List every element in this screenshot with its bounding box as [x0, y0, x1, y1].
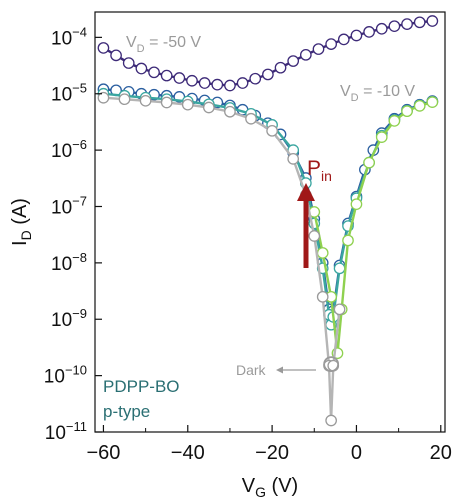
data-point: [262, 68, 274, 81]
y-tick-label: 10−5: [51, 81, 87, 106]
carrier-label: p-type: [103, 402, 150, 421]
data-point: [203, 101, 215, 114]
data-point: [350, 198, 363, 211]
vd-high-label: VD = -50 V: [126, 34, 201, 55]
data-point: [401, 105, 413, 118]
data-point: [337, 33, 350, 46]
data-point: [333, 303, 346, 316]
x-axis-title: VG (V): [242, 475, 298, 499]
series-1: [97, 83, 439, 323]
y-tick-label: 10−10: [44, 363, 87, 388]
y-tick-label: 10−4: [51, 24, 87, 49]
data-point: [245, 112, 257, 125]
pin-arrow: [297, 183, 315, 268]
data-point: [211, 78, 224, 91]
data-point: [316, 290, 329, 303]
y-tick-label: 10−8: [51, 250, 87, 275]
data-point: [375, 131, 388, 143]
series-layer: [97, 15, 439, 427]
data-point: [122, 57, 135, 69]
x-tick-label: −40: [171, 442, 205, 464]
data-point: [160, 69, 173, 82]
plot-frame: [94, 11, 446, 433]
data-point: [148, 66, 160, 79]
data-point: [375, 22, 388, 35]
y-axis-title: ID (A): [9, 198, 34, 246]
data-point: [413, 99, 426, 112]
data-point: [299, 48, 312, 61]
data-point: [198, 77, 211, 89]
data-point: [139, 94, 152, 107]
data-point: [173, 72, 186, 84]
data-point: [186, 74, 198, 87]
data-point: [308, 230, 321, 242]
data-point: [135, 62, 148, 75]
series-2: [97, 87, 439, 331]
data-point: [274, 61, 287, 74]
data-point: [325, 414, 337, 427]
pin-label: Pin: [307, 157, 332, 184]
dark-label: Dark: [236, 362, 267, 378]
data-point: [413, 16, 426, 29]
series-0: [97, 15, 439, 92]
y-tick-label: 10−9: [51, 306, 87, 331]
data-point: [224, 105, 236, 118]
data-point: [118, 93, 131, 106]
data-point: [224, 79, 236, 92]
data-point: [426, 96, 439, 108]
data-point: [342, 234, 354, 247]
data-point: [181, 98, 194, 111]
data-point: [388, 115, 401, 127]
x-tick-label: 20: [430, 442, 452, 464]
data-point: [350, 29, 363, 42]
data-point: [287, 153, 300, 165]
data-point: [363, 156, 375, 169]
x-tick-label: −60: [86, 442, 120, 464]
y-tick-label: 10−11: [45, 419, 87, 444]
data-point: [363, 26, 375, 38]
data-point: [266, 124, 278, 137]
series-4: [97, 91, 346, 427]
data-point: [312, 43, 325, 55]
x-tick-label: 0: [351, 442, 362, 464]
data-point: [110, 49, 122, 62]
dark-arrow: [276, 366, 316, 374]
data-point: [426, 15, 439, 27]
data-point: [333, 262, 346, 275]
y-tick-label: 10−6: [51, 137, 87, 162]
data-point: [97, 91, 110, 104]
x-tick-label: −20: [255, 442, 289, 464]
data-point: [97, 42, 110, 54]
data-point: [388, 20, 401, 33]
data-point: [401, 18, 413, 30]
data-point: [249, 72, 262, 85]
data-point: [236, 77, 249, 89]
data-point: [325, 38, 337, 50]
ticks-layer: −60 −40 −20 0 20 10−11 10−10 10−9 10−8 10−7 10−6 10…: [44, 24, 452, 464]
data-point: [160, 96, 173, 109]
data-point: [287, 55, 300, 67]
data-point: [316, 247, 329, 259]
y-tick-label: 10−7: [51, 193, 87, 218]
material-label: PDPP-BO: [103, 377, 180, 396]
dark-marker: [323, 356, 340, 373]
vd-low-label: VD = -10 V: [340, 83, 415, 104]
